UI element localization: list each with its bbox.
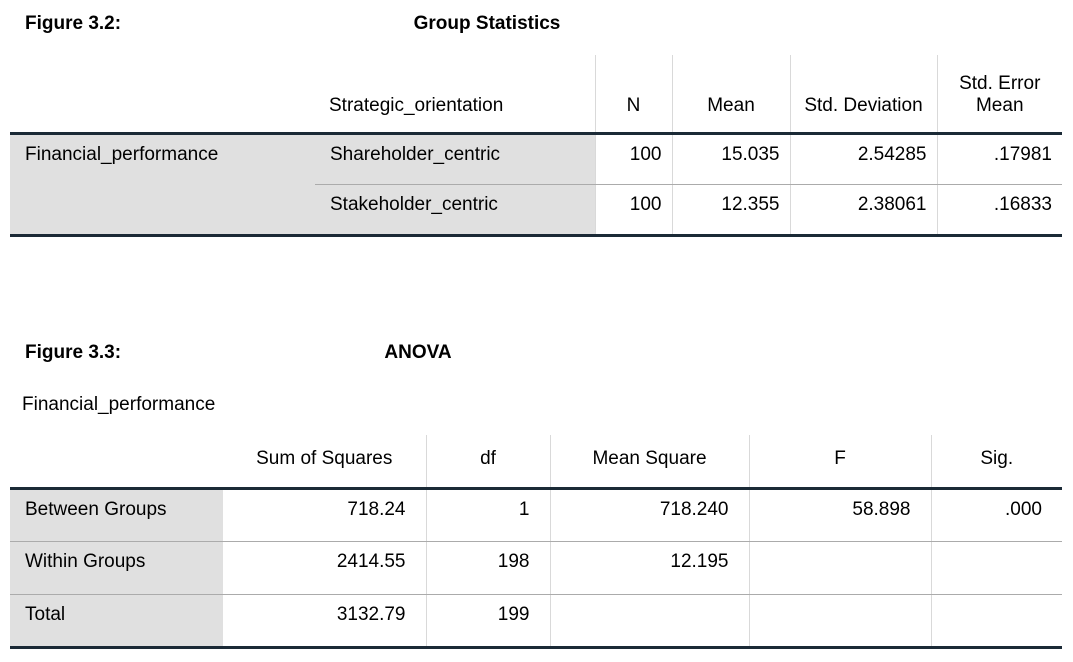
anova-table: Sum of Squares df Mean Square F Sig. Bet… [10,435,1062,649]
column-header-mean: Mean [671,55,790,135]
cell-std-deviation: 2.54285 [789,133,937,185]
column-header-std-error-mean: Std. Error Mean [936,55,1062,135]
row-header-total: Total [10,594,223,647]
column-header-f: F [748,435,931,490]
cell-n: 100 [594,184,672,235]
corner-empty-cell [10,435,223,490]
column-header-n: N [594,55,672,135]
cell-group-label: Stakeholder_centric [315,184,595,235]
cell-sum-of-squares: 718.24 [223,488,426,542]
table-row-total: Total 3132.79 199 [10,594,1062,647]
cell-sig: .000 [930,488,1062,542]
cell-sig [930,541,1062,595]
group-statistics-title: Group Statistics [413,13,561,34]
cell-sig [930,594,1062,647]
column-header-mean-square: Mean Square [549,435,749,490]
figure-3-2-label: Figure 3.2: [25,13,122,34]
row-header-between-groups: Between Groups [10,488,223,542]
column-header-sum-of-squares: Sum of Squares [223,435,426,490]
table-row-shareholder-centric: Financial_performance Shareholder_centri… [10,133,1062,235]
cell-f [748,594,931,647]
cell-std-error-mean: .17981 [936,133,1062,185]
table-row-stakeholder-centric: Stakeholder_centric 100 12.355 2.38061 .… [10,184,1062,235]
anova-subtitle-financial-performance: Financial_performance [22,394,216,415]
cell-sum-of-squares: 3132.79 [336,603,406,625]
group-statistics-table: Strategic_orientation N Mean Std. Deviat… [10,55,1062,237]
group-statistics-header-row: Strategic_orientation N Mean Std. Deviat… [10,55,1062,135]
cell-mean: 12.355 [671,184,790,235]
cell-group-label: Shareholder_centric [315,133,595,185]
cell-f: 58.898 [748,488,931,542]
anova-title: ANOVA [384,342,452,363]
column-header-sig: Sig. [930,435,1062,490]
cell-df: 198 [425,541,550,595]
column-header-strategic-orientation: Strategic_orientation [315,55,595,135]
row-header-financial-performance: Financial_performance [10,133,315,235]
cell-df: 199 [425,594,550,647]
table-row-between-groups: Between Groups 718.24 1 718.240 58.898 .… [10,488,1062,542]
corner-empty-cell [10,55,315,135]
figure-3-3-label: Figure 3.3: [25,342,122,363]
column-header-df: df [425,435,550,490]
cell-std-deviation: 2.38061 [789,184,937,235]
cell-df: 1 [425,488,550,542]
cell-mean: 15.035 [671,133,790,185]
cell-mean-square: 12.195 [549,541,749,595]
cell-f [748,541,931,595]
table-row-within-groups: Within Groups 2414.55 198 12.195 [10,541,1062,595]
cell-mean-square [549,594,749,647]
column-header-std-deviation: Std. Deviation [789,55,937,135]
anova-header-row: Sum of Squares df Mean Square F Sig. [10,435,1062,490]
cell-sum-of-squares: 2414.55 [223,541,426,595]
row-header-within-groups: Within Groups [10,541,223,595]
cell-mean-square: 718.240 [549,488,749,542]
cell-n: 100 [594,133,672,185]
cell-std-error-mean: .16833 [936,184,1062,235]
